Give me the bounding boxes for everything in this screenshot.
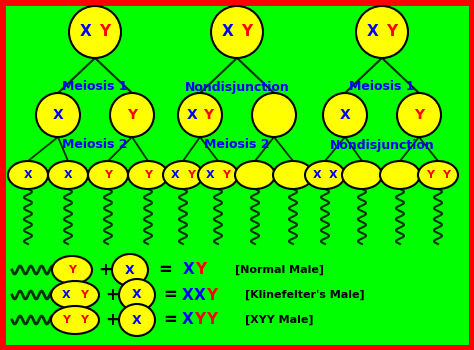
Text: =: = (163, 311, 177, 329)
Text: Y: Y (62, 315, 70, 325)
Text: X: X (313, 170, 322, 180)
Text: Meiosis 1: Meiosis 1 (349, 80, 415, 93)
Text: Y: Y (207, 287, 218, 302)
Text: Y: Y (241, 25, 253, 40)
Text: Y: Y (194, 313, 206, 328)
Ellipse shape (252, 93, 296, 137)
Text: Y: Y (442, 170, 450, 180)
Text: Y: Y (80, 315, 88, 325)
Text: [Normal Male]: [Normal Male] (235, 265, 324, 275)
Text: Nondisjunction: Nondisjunction (329, 139, 434, 152)
Text: X: X (206, 170, 215, 180)
Text: X: X (328, 170, 337, 180)
Ellipse shape (305, 161, 345, 189)
Text: Y: Y (414, 108, 424, 122)
Text: Y: Y (203, 108, 213, 122)
Ellipse shape (323, 93, 367, 137)
Ellipse shape (163, 161, 203, 189)
Ellipse shape (51, 281, 99, 309)
Ellipse shape (397, 93, 441, 137)
Ellipse shape (356, 6, 408, 58)
Text: =: = (158, 261, 172, 279)
Ellipse shape (52, 256, 92, 284)
Ellipse shape (51, 306, 99, 334)
Ellipse shape (119, 279, 155, 311)
Ellipse shape (235, 161, 275, 189)
Ellipse shape (110, 93, 154, 137)
Text: =: = (163, 286, 177, 304)
Text: [Klinefelter's Male]: [Klinefelter's Male] (245, 290, 365, 300)
Text: Y: Y (100, 25, 110, 40)
Text: X: X (24, 170, 32, 180)
Text: Y: Y (80, 290, 88, 300)
Text: Meiosis 2: Meiosis 2 (204, 139, 270, 152)
Text: Y: Y (222, 170, 229, 180)
Text: X: X (62, 290, 70, 300)
Text: Y: Y (127, 108, 137, 122)
Ellipse shape (36, 93, 80, 137)
Text: Y: Y (187, 170, 195, 180)
Text: +: + (105, 311, 119, 329)
Text: X: X (53, 108, 64, 122)
Text: Y: Y (144, 170, 152, 180)
Ellipse shape (112, 254, 148, 286)
Text: Y: Y (207, 313, 218, 328)
Text: Meiosis 1: Meiosis 1 (62, 80, 128, 93)
Text: X: X (79, 25, 91, 40)
Ellipse shape (273, 161, 313, 189)
Ellipse shape (119, 304, 155, 336)
Text: X: X (186, 108, 197, 122)
Text: X: X (182, 313, 194, 328)
Ellipse shape (69, 6, 121, 58)
Text: X: X (221, 25, 233, 40)
Text: +: + (105, 286, 119, 304)
Text: Y: Y (104, 170, 112, 180)
Text: Meiosis 2: Meiosis 2 (62, 139, 128, 152)
Text: Nondisjunction: Nondisjunction (185, 80, 289, 93)
Ellipse shape (48, 161, 88, 189)
Text: Y: Y (68, 265, 76, 275)
Text: X: X (64, 170, 73, 180)
Ellipse shape (178, 93, 222, 137)
Text: X: X (340, 108, 350, 122)
Text: X: X (183, 262, 195, 278)
Text: Y: Y (427, 170, 434, 180)
Ellipse shape (211, 6, 263, 58)
Text: [XYY Male]: [XYY Male] (245, 315, 313, 325)
Ellipse shape (380, 161, 420, 189)
Ellipse shape (88, 161, 128, 189)
Text: X: X (132, 314, 142, 327)
Text: Y: Y (386, 25, 397, 40)
Ellipse shape (342, 161, 382, 189)
Text: Y: Y (195, 262, 207, 278)
Text: X: X (132, 288, 142, 301)
Text: +: + (98, 261, 112, 279)
Ellipse shape (8, 161, 48, 189)
Ellipse shape (418, 161, 458, 189)
Text: X: X (194, 287, 206, 302)
Ellipse shape (198, 161, 238, 189)
Ellipse shape (128, 161, 168, 189)
Text: X: X (125, 264, 135, 276)
Text: X: X (366, 25, 378, 40)
Text: X: X (171, 170, 180, 180)
Text: X: X (182, 287, 194, 302)
